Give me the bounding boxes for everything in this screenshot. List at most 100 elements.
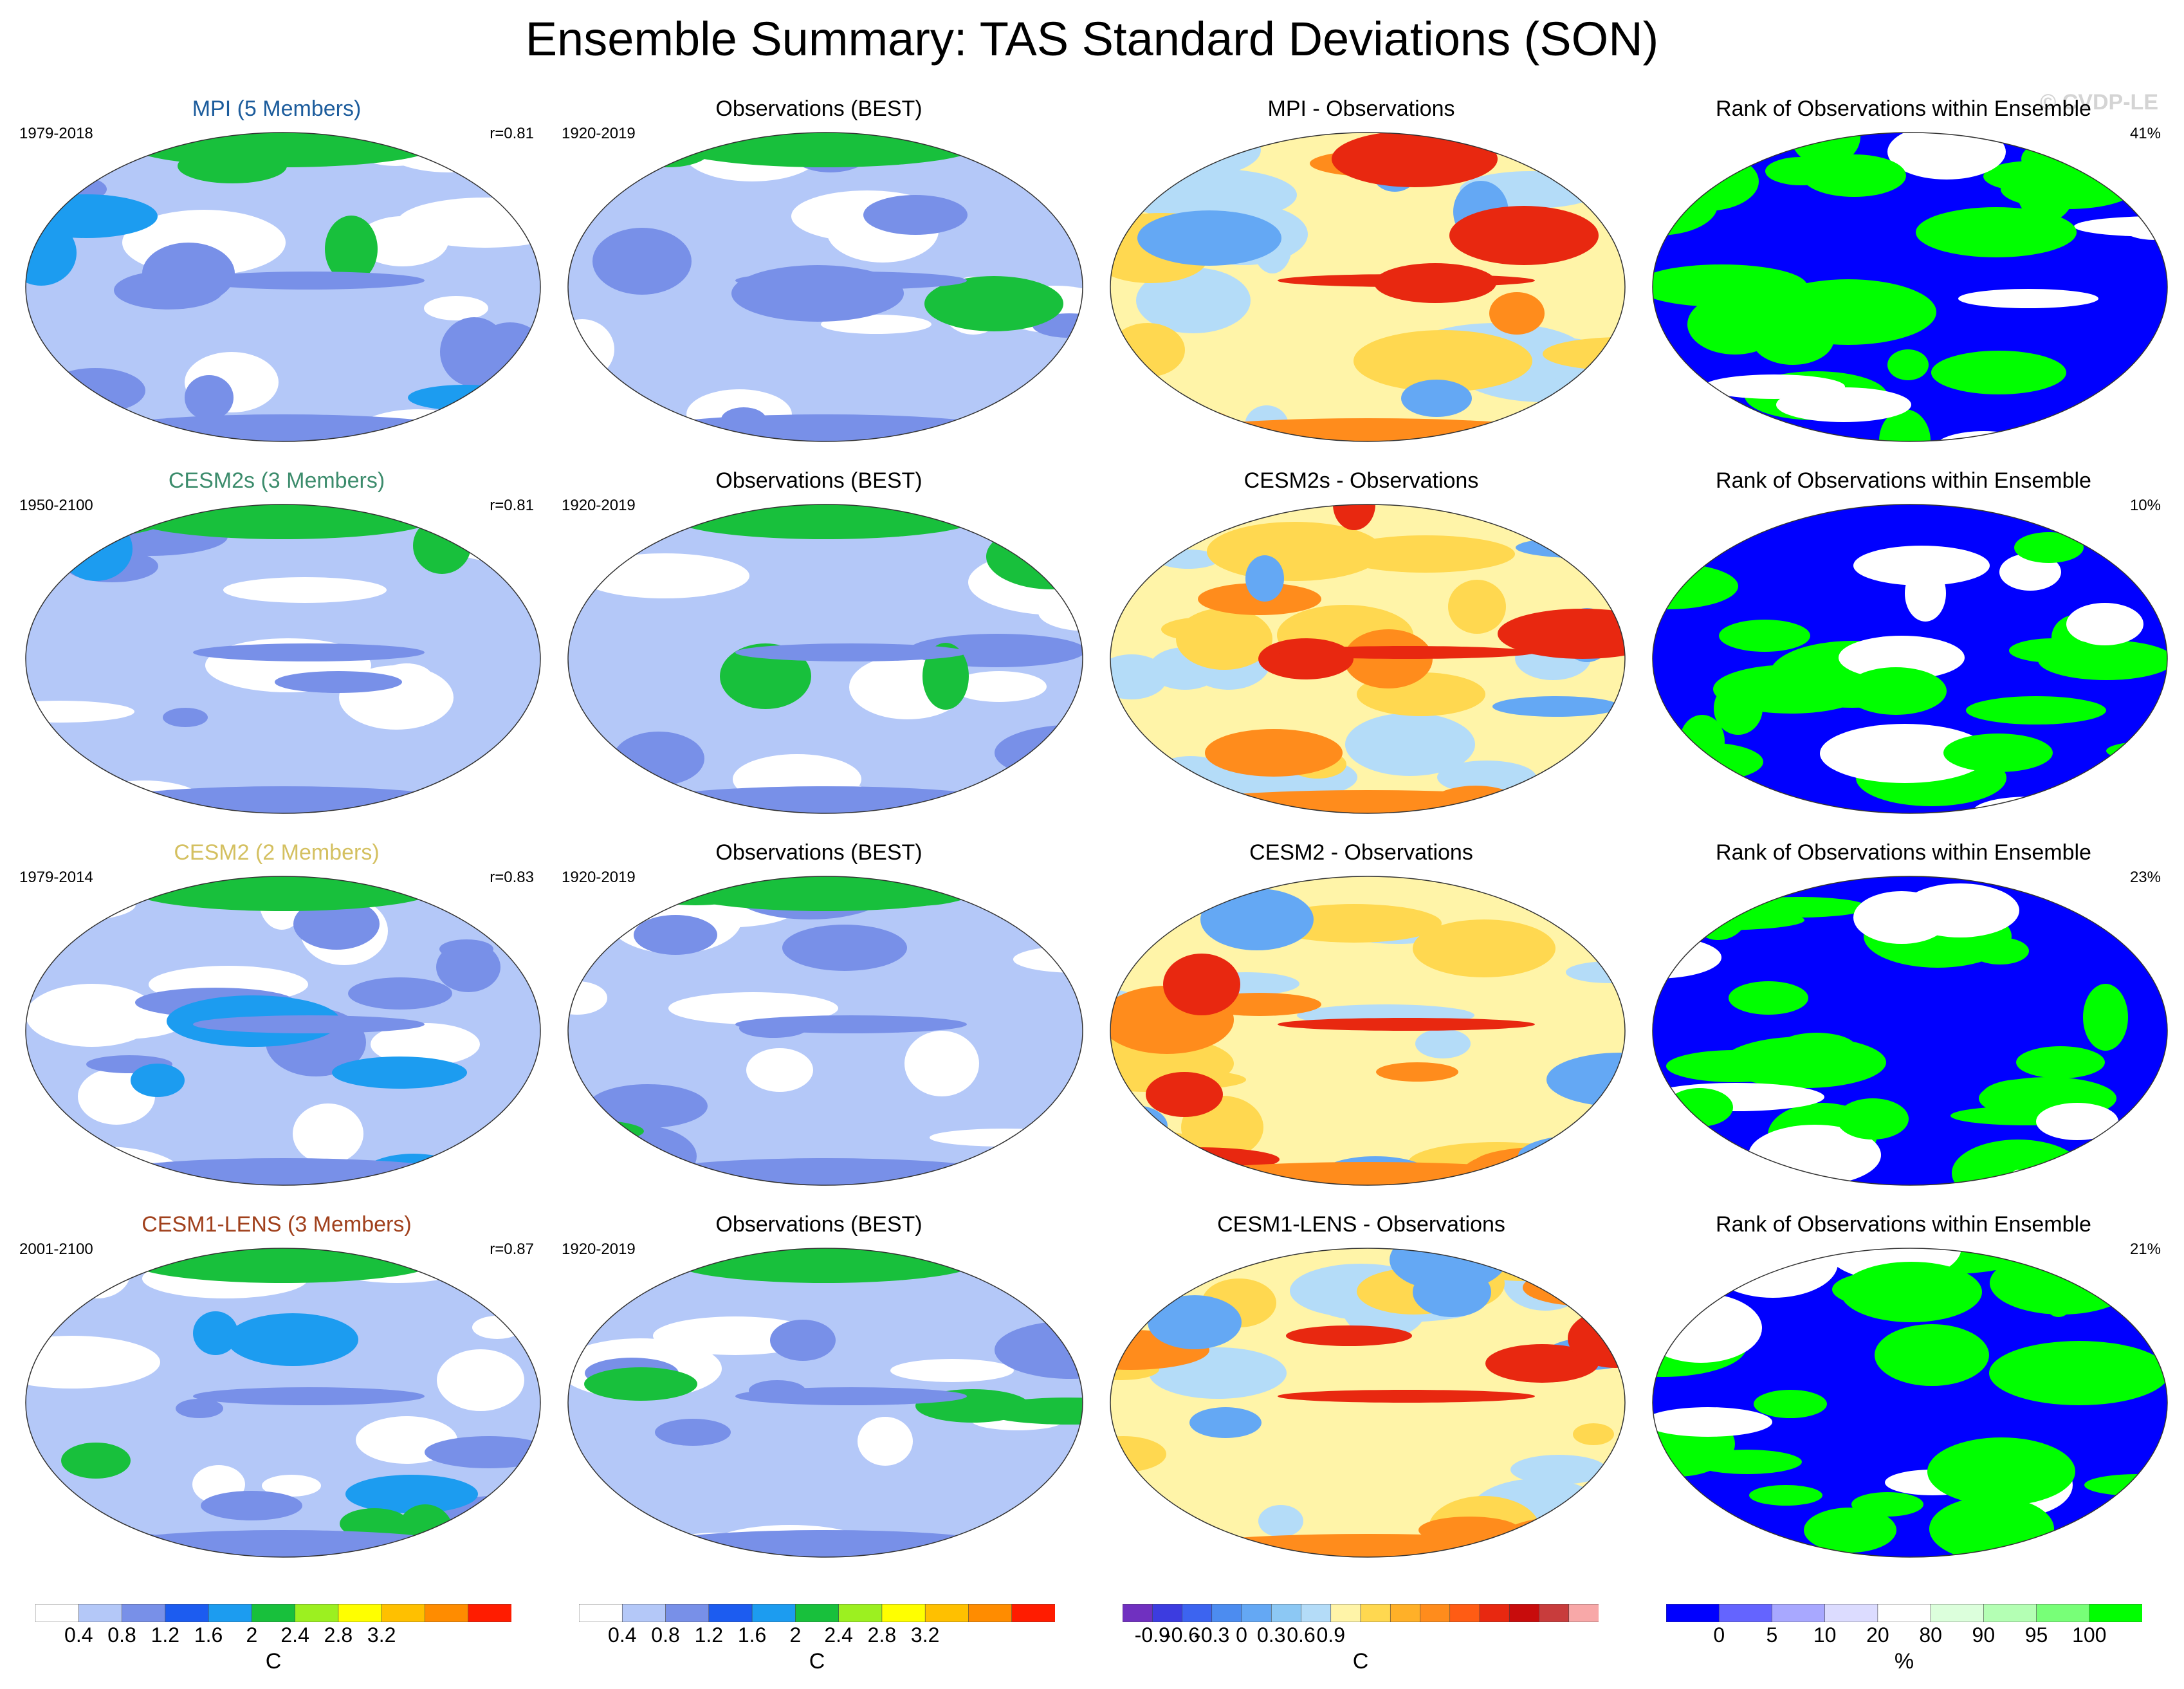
period-label: 1920-2019 xyxy=(562,1241,636,1258)
period-label: 1920-2019 xyxy=(562,869,636,886)
stddev-model-colorbar: 0.4 0.8 1.2 1.6 2 2.4 2.8 3.2 C xyxy=(35,1604,511,1681)
colorbar-swatch xyxy=(1211,1604,1242,1622)
colorbar-tick-label: 1.6 xyxy=(194,1623,223,1647)
obs-panel-title: Observations (BEST) xyxy=(715,468,922,493)
colorbar-swatch xyxy=(1509,1604,1540,1622)
colorbar-swatch xyxy=(579,1604,623,1622)
obs-panel: Observations (BEST) 1920-2019 xyxy=(549,1212,1089,1573)
obs-map xyxy=(567,504,1083,814)
colorbar-swatch xyxy=(1360,1604,1391,1622)
watermark: © CVDP-LE xyxy=(2040,90,2158,115)
rank-map xyxy=(1652,1248,2168,1558)
period-label: 1979-2014 xyxy=(19,869,93,886)
diff-panel: CESM2s - Observations xyxy=(1091,468,1631,829)
period-label: 2001-2100 xyxy=(19,1241,93,1258)
colorbar-tick-label: 2 xyxy=(246,1623,258,1647)
colorbar-unit: C xyxy=(809,1649,825,1674)
colorbar-swatch xyxy=(1330,1604,1361,1622)
obs-panel: Observations (BEST) 1920-2019 xyxy=(549,468,1089,829)
colorbar-swatch xyxy=(381,1604,426,1622)
colorbar-swatch xyxy=(838,1604,883,1622)
model-panel: MPI (5 Members) 1979-2018 r=0.81 xyxy=(6,97,547,457)
diff-map xyxy=(1110,132,1626,442)
model-map xyxy=(25,1248,541,1558)
colorbar-swatch xyxy=(968,1604,1013,1622)
model-map xyxy=(25,132,541,442)
difference-colorbar: -0.9 -0.6 -0.3 0 0.3 0.6 0.9 C xyxy=(1123,1604,1599,1681)
obs-map xyxy=(567,1248,1083,1558)
page-title: Ensemble Summary: TAS Standard Deviation… xyxy=(525,12,1659,66)
period-label: 1950-2100 xyxy=(19,497,93,514)
colorbar-swatch xyxy=(665,1604,710,1622)
model-map xyxy=(25,504,541,814)
colorbar-tick-label: 0 xyxy=(1713,1623,1725,1647)
diff-map xyxy=(1110,504,1626,814)
colorbar-tick-label: 95 xyxy=(2024,1623,2048,1647)
colorbar-swatch xyxy=(924,1604,969,1622)
colorbar-tick-label: 80 xyxy=(1919,1623,1942,1647)
pattern-correlation: r=0.81 xyxy=(490,125,534,142)
rank-panel: Rank of Observations within Ensemble 23% xyxy=(1633,840,2174,1201)
colorbar-swatch xyxy=(252,1604,296,1622)
colorbar-swatch xyxy=(78,1604,123,1622)
obs-panel-title: Observations (BEST) xyxy=(715,97,922,121)
rank-percent: 23% xyxy=(2129,869,2161,886)
colorbar-swatch xyxy=(621,1604,666,1622)
colorbar-tick-label: 1.2 xyxy=(151,1623,180,1647)
period-label: 1979-2018 xyxy=(19,125,93,142)
rank-panel-title: Rank of Observations within Ensemble xyxy=(1716,468,2091,493)
model-panel-title: CESM2 (2 Members) xyxy=(174,840,380,865)
colorbar-tick-label: 3.2 xyxy=(367,1623,396,1647)
colorbar-swatch xyxy=(165,1604,209,1622)
colorbar-tick-label: 0.8 xyxy=(107,1623,136,1647)
colorbar-tick-label: -0.6 xyxy=(1164,1623,1200,1647)
rank-panel-title: Rank of Observations within Ensemble xyxy=(1716,1212,2091,1237)
pattern-correlation: r=0.81 xyxy=(490,497,534,514)
colorbar-swatch xyxy=(338,1604,382,1622)
colorbar-swatch xyxy=(1877,1604,1931,1622)
diff-panel: CESM2 - Observations xyxy=(1091,840,1631,1201)
diff-panel-title: CESM2 - Observations xyxy=(1249,840,1473,865)
colorbar-tick-label: -0.9 xyxy=(1134,1623,1170,1647)
colorbar-swatch xyxy=(1241,1604,1272,1622)
diff-panel-title: CESM2s - Observations xyxy=(1243,468,1479,493)
model-panel: CESM2s (3 Members) 1950-2100 r=0.81 xyxy=(6,468,547,829)
colorbar-swatch xyxy=(208,1604,253,1622)
stddev-obs-colorbar: 0.4 0.8 1.2 1.6 2 2.4 2.8 3.2 C xyxy=(579,1604,1055,1681)
rank-panel: Rank of Observations within Ensemble 10% xyxy=(1633,468,2174,829)
colorbar-swatch xyxy=(1182,1604,1213,1622)
colorbar-tick-label: 0.3 xyxy=(1257,1623,1286,1647)
obs-map xyxy=(567,132,1083,442)
rank-colorbar: 0 5 10 20 80 90 95 100% xyxy=(1666,1604,2142,1681)
colorbar-tick-label: 2 xyxy=(789,1623,802,1647)
colorbar-tick-label: 0.6 xyxy=(1287,1623,1316,1647)
colorbar-swatch xyxy=(881,1604,926,1622)
colorbar-swatch xyxy=(1930,1604,1985,1622)
colorbar-unit: C xyxy=(1352,1649,1369,1674)
colorbar-swatch xyxy=(468,1604,511,1622)
colorbar-swatch xyxy=(1772,1604,1826,1622)
colorbar-swatch xyxy=(1718,1604,1773,1622)
rank-map xyxy=(1652,876,2168,1186)
colorbar-swatch xyxy=(1301,1604,1332,1622)
colorbar-unit: C xyxy=(265,1649,282,1674)
diff-panel: MPI - Observations xyxy=(1091,97,1631,457)
model-panel-title: CESM1-LENS (3 Members) xyxy=(142,1212,412,1237)
colorbar-tick-label: 5 xyxy=(1766,1623,1778,1647)
colorbar-swatch xyxy=(1479,1604,1510,1622)
colorbar-tick-label: 0.4 xyxy=(608,1623,637,1647)
colorbar-tick-label: 10 xyxy=(1813,1623,1837,1647)
colorbar-tick-label: 0.9 xyxy=(1316,1623,1345,1647)
colorbar-swatch xyxy=(425,1604,469,1622)
colorbar-swatch xyxy=(1568,1604,1599,1622)
colorbar-unit: % xyxy=(1894,1649,1914,1674)
rank-panel: Rank of Observations within Ensemble 41% xyxy=(1633,97,2174,457)
colorbar-swatch xyxy=(1011,1604,1055,1622)
colorbar-tick-label: 0.8 xyxy=(651,1623,680,1647)
colorbar-tick-label: 100 xyxy=(2072,1623,2107,1647)
colorbar-swatch xyxy=(795,1604,840,1622)
colorbar-tick-label: 20 xyxy=(1866,1623,1889,1647)
colorbar-tick-label: 1.2 xyxy=(694,1623,724,1647)
model-map xyxy=(25,876,541,1186)
colorbar-tick-label: -0.3 xyxy=(1194,1623,1230,1647)
